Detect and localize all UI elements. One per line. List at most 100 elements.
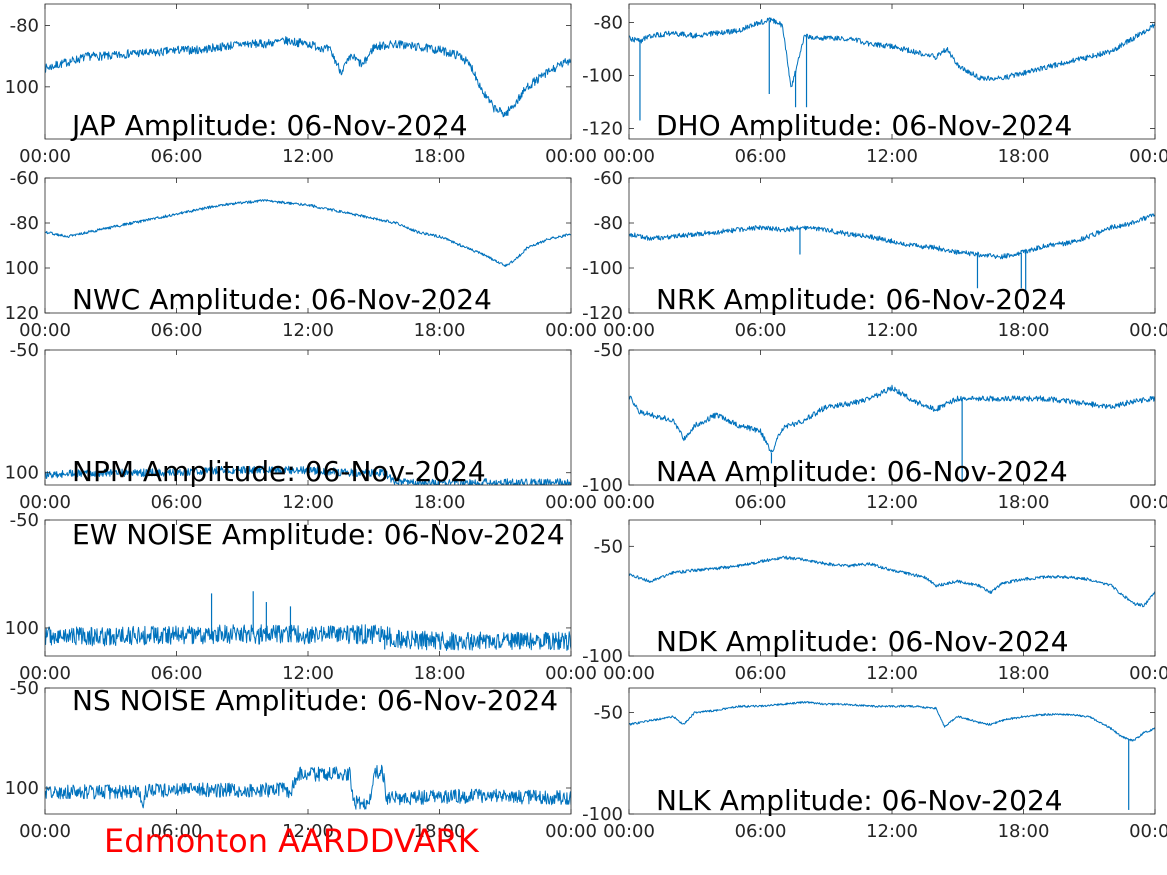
chart-title: DHO Amplitude: 06-Nov-2024 — [656, 109, 1072, 142]
x-tick-label: 18:00 — [414, 320, 466, 341]
series-line — [629, 701, 1155, 742]
chart-title: NLK Amplitude: 06-Nov-2024 — [656, 784, 1063, 817]
chart-title: NRK Amplitude: 06-Nov-2024 — [656, 283, 1066, 316]
chart-title: JAP Amplitude: 06-Nov-2024 — [70, 109, 468, 142]
x-tick-label: 06:00 — [151, 146, 203, 167]
chart-title: NPM Amplitude: 06-Nov-2024 — [72, 455, 486, 488]
y-tick-label: 100 — [5, 618, 39, 639]
x-tick-label: 00:00 — [1129, 320, 1167, 341]
y-tick-label: 100 — [5, 778, 39, 799]
x-tick-label: 12:00 — [866, 821, 918, 842]
chart-panel: 00:00 06:00 12:00 18:00 00:00 -50 100 NS NOISE … — [5, 678, 597, 842]
chart-panel: 00:00 06:00 12:00 18:00 00:00 -80 -100 -120 DHO … — [582, 3, 1167, 167]
x-tick-label: 00:00 — [1129, 146, 1167, 167]
y-tick-label: -100 — [582, 65, 623, 86]
x-tick-label: 12:00 — [282, 821, 334, 842]
x-tick-label: 06:00 — [735, 320, 787, 341]
x-tick-label: 00:00 — [545, 320, 597, 341]
series-line — [45, 764, 571, 810]
chart-panel: 00:00 06:00 12:00 18:00 00:00 -50 -100 NLK Ampl… — [582, 687, 1167, 842]
x-tick-label: 00:00 — [19, 320, 71, 341]
x-tick-label: 18:00 — [414, 821, 466, 842]
series-line — [45, 624, 571, 651]
x-tick-label: 00:00 — [19, 663, 71, 684]
x-tick-label: 00:00 — [545, 821, 597, 842]
x-tick-label: 06:00 — [151, 821, 203, 842]
x-tick-label: 18:00 — [998, 320, 1050, 341]
chart-panel: 00:00 06:00 12:00 18:00 00:00 -60 -80 -100 -120 N… — [582, 168, 1167, 341]
y-tick-label: -120 — [582, 118, 623, 139]
x-tick-label: 00:00 — [19, 821, 71, 842]
x-tick-label: 00:00 — [603, 663, 655, 684]
x-tick-label: 06:00 — [735, 492, 787, 513]
chart-panel: 00:00 06:00 12:00 18:00 00:00 -60 -80 100 120 NWC… — [5, 168, 597, 341]
x-tick-label: 00:00 — [1129, 663, 1167, 684]
chart-panel: 00:00 06:00 12:00 18:00 00:00 -50 -100 NAA Ampl… — [582, 340, 1167, 513]
footer-label: Edmonton AARDDVARK — [104, 822, 479, 860]
chart-panel: 00:00 06:00 12:00 18:00 00:00 -50 100 EW NOISE … — [5, 510, 597, 684]
y-tick-label: -50 — [594, 702, 623, 723]
x-tick-label: 06:00 — [735, 663, 787, 684]
y-tick-label: -80 — [594, 213, 623, 234]
y-tick-label: -50 — [594, 340, 623, 361]
x-tick-label: 12:00 — [282, 320, 334, 341]
x-tick-label: 06:00 — [735, 821, 787, 842]
x-tick-label: 18:00 — [998, 821, 1050, 842]
y-tick-label: -80 — [10, 15, 39, 36]
x-tick-label: 00:00 — [603, 146, 655, 167]
y-tick-label: -60 — [594, 168, 623, 189]
x-tick-label: 00:00 — [545, 663, 597, 684]
y-tick-label: -50 — [10, 340, 39, 361]
x-tick-label: 00:00 — [603, 821, 655, 842]
y-tick-label: -120 — [582, 303, 623, 324]
series-line — [45, 36, 571, 118]
y-tick-label: -50 — [10, 510, 39, 531]
x-tick-label: 12:00 — [866, 663, 918, 684]
chart-panel: 00:00 06:00 12:00 18:00 00:00 -50 100 NPM Ampli… — [5, 340, 597, 513]
x-tick-label: 00:00 — [603, 492, 655, 513]
chart-title: NWC Amplitude: 06-Nov-2024 — [72, 283, 492, 316]
x-tick-label: 12:00 — [866, 146, 918, 167]
x-tick-label: 06:00 — [151, 320, 203, 341]
x-tick-label: 18:00 — [414, 146, 466, 167]
x-tick-label: 18:00 — [998, 492, 1050, 513]
y-tick-label: -60 — [10, 168, 39, 189]
y-tick-label: -100 — [582, 646, 623, 667]
y-tick-label: -80 — [594, 13, 623, 34]
x-tick-label: 18:00 — [414, 492, 466, 513]
x-tick-label: 12:00 — [282, 492, 334, 513]
x-tick-label: 00:00 — [545, 492, 597, 513]
series-line — [629, 213, 1155, 260]
y-tick-label: -50 — [594, 536, 623, 557]
x-tick-label: 18:00 — [414, 663, 466, 684]
y-tick-label: 120 — [5, 303, 39, 324]
chart-title: NDK Amplitude: 06-Nov-2024 — [656, 625, 1069, 658]
x-tick-label: 06:00 — [151, 663, 203, 684]
y-tick-label: 100 — [5, 258, 39, 279]
chart-title: NAA Amplitude: 06-Nov-2024 — [656, 455, 1068, 488]
y-tick-label: 100 — [5, 463, 39, 484]
series-line — [45, 199, 571, 267]
x-tick-label: 00:00 — [19, 492, 71, 513]
x-tick-label: 00:00 — [603, 320, 655, 341]
y-tick-label: 100 — [5, 77, 39, 98]
chart-title: NS NOISE Amplitude: 06-Nov-2024 — [72, 684, 558, 717]
y-tick-label: -50 — [10, 678, 39, 699]
chart-panel: 00:00 06:00 12:00 18:00 00:00 -50 -100 NDK Ampl… — [582, 519, 1167, 684]
x-tick-label: 00:00 — [19, 146, 71, 167]
y-tick-label: -100 — [582, 258, 623, 279]
x-tick-label: 06:00 — [151, 492, 203, 513]
series-line — [629, 384, 1155, 453]
chart-title: EW NOISE Amplitude: 06-Nov-2024 — [72, 518, 565, 551]
chart-panel: 00:00 06:00 12:00 18:00 00:00 -80 100 JAP Ampli… — [5, 3, 597, 167]
series-line — [629, 555, 1155, 608]
series-line — [629, 17, 1155, 88]
x-tick-label: 00:00 — [545, 146, 597, 167]
x-tick-label: 18:00 — [998, 663, 1050, 684]
x-tick-label: 12:00 — [282, 146, 334, 167]
x-tick-label: 12:00 — [866, 492, 918, 513]
x-tick-label: 06:00 — [735, 146, 787, 167]
x-tick-label: 00:00 — [1129, 492, 1167, 513]
series-line — [45, 465, 571, 485]
y-tick-label: -100 — [582, 804, 623, 825]
